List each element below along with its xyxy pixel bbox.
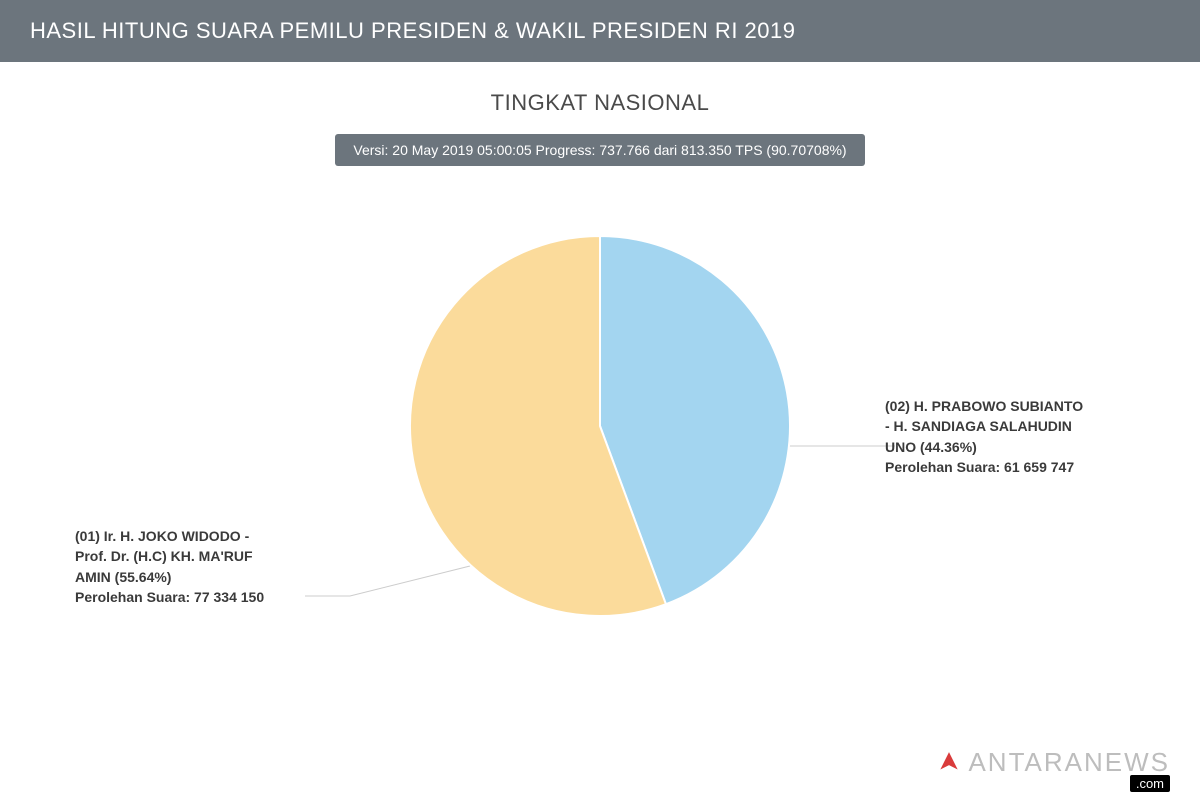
subtitle: TINGKAT NASIONAL: [0, 90, 1200, 116]
watermark: ANTARANEWS .com: [936, 747, 1170, 778]
watermark-text: ANTARANEWS: [968, 747, 1170, 778]
label-01-line2: Prof. Dr. (H.C) KH. MA'RUF: [75, 548, 253, 564]
label-02-line1: (02) H. PRABOWO SUBIANTO: [885, 398, 1083, 414]
label-02-line2: - H. SANDIAGA SALAHUDIN: [885, 418, 1072, 434]
slice-label-01: (01) Ir. H. JOKO WIDODO - Prof. Dr. (H.C…: [75, 526, 305, 607]
label-02-line4: Perolehan Suara: 61 659 747: [885, 459, 1074, 475]
label-01-line3: AMIN (55.64%): [75, 569, 171, 585]
label-02-line3: UNO (44.36%): [885, 439, 977, 455]
progress-text: Versi: 20 May 2019 05:00:05 Progress: 73…: [353, 142, 846, 158]
label-01-line4: Perolehan Suara: 77 334 150: [75, 589, 264, 605]
antaranews-logo-icon: [936, 750, 962, 776]
header-bar: HASIL HITUNG SUARA PEMILU PRESIDEN & WAK…: [0, 0, 1200, 62]
watermark-suffix: .com: [1130, 775, 1170, 792]
slice-label-02: (02) H. PRABOWO SUBIANTO - H. SANDIAGA S…: [885, 396, 1115, 477]
label-01-line1: (01) Ir. H. JOKO WIDODO -: [75, 528, 249, 544]
pie-chart: [410, 236, 790, 616]
header-title: HASIL HITUNG SUARA PEMILU PRESIDEN & WAK…: [30, 18, 795, 43]
subtitle-text: TINGKAT NASIONAL: [491, 90, 710, 115]
chart-area: (01) Ir. H. JOKO WIDODO - Prof. Dr. (H.C…: [0, 166, 1200, 686]
progress-badge: Versi: 20 May 2019 05:00:05 Progress: 73…: [335, 134, 864, 166]
